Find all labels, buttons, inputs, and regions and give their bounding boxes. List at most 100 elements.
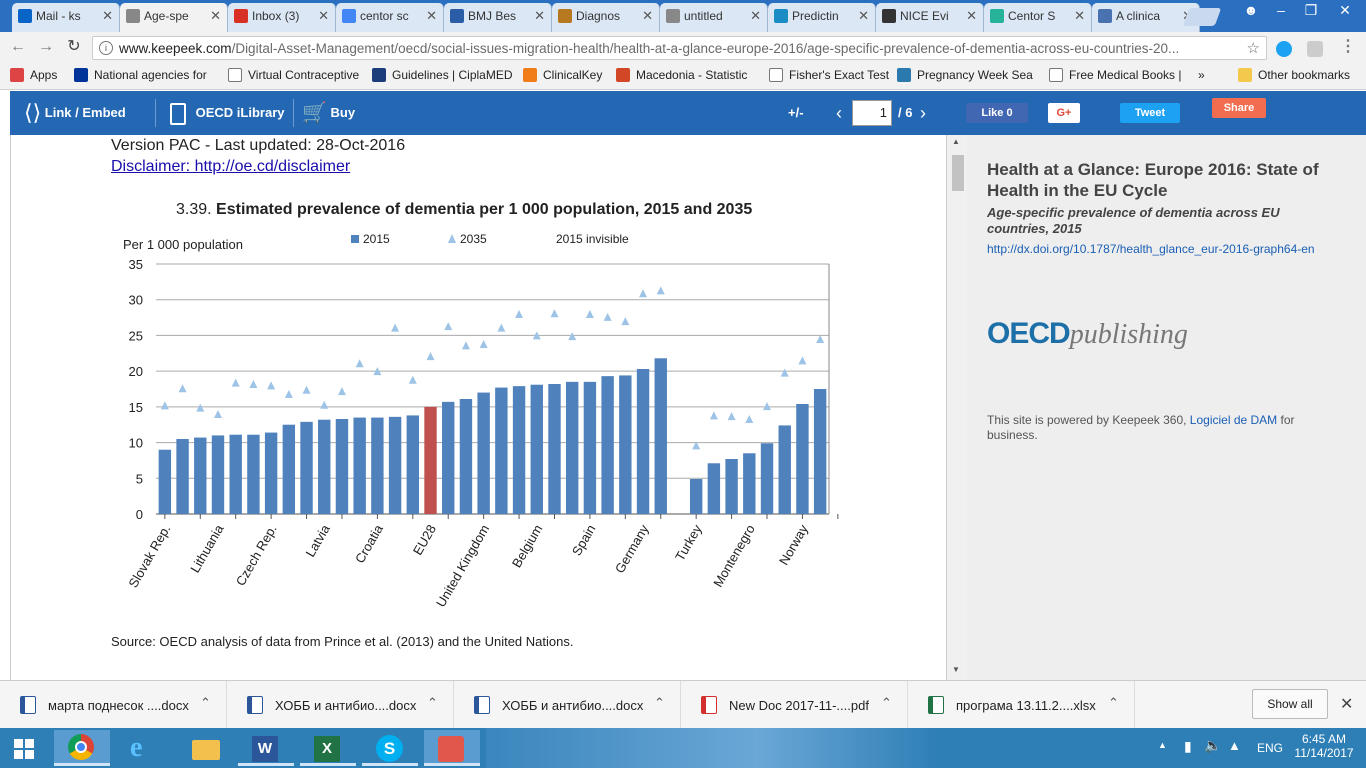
scroll-up-icon[interactable]: ▲	[952, 137, 960, 146]
back-icon[interactable]: ←	[10, 38, 26, 55]
close-tab-icon[interactable]: ✕	[750, 8, 761, 23]
extension-icon[interactable]	[1307, 41, 1323, 57]
browser-tab[interactable]: Centor S ✕	[984, 3, 1092, 32]
network-icon[interactable]: ▲	[1228, 738, 1241, 753]
ie-taskbar-icon[interactable]: e	[130, 732, 143, 763]
close-tab-icon[interactable]: ✕	[534, 8, 545, 23]
menu-icon[interactable]: ⋮	[1340, 38, 1356, 55]
bookmark-item[interactable]: Fisher's Exact Test	[769, 68, 889, 82]
dam-link[interactable]: Logiciel de DAM	[1189, 413, 1278, 427]
excel-icon	[928, 696, 944, 714]
close-tab-icon[interactable]: ✕	[858, 8, 869, 23]
battery-icon[interactable]: ▮	[1184, 738, 1192, 754]
close-tab-icon[interactable]: ✕	[642, 8, 653, 23]
bookmarks-overflow[interactable]: »	[1198, 68, 1205, 82]
bookmark-item[interactable]: National agencies for	[74, 68, 207, 82]
close-tab-icon[interactable]: ✕	[966, 8, 977, 23]
chevron-up-icon[interactable]: ⌃	[427, 695, 438, 710]
browser-tab[interactable]: BMJ Bes ✕	[444, 3, 552, 32]
other-bookmarks[interactable]: Other bookmarks	[1238, 68, 1350, 82]
disclaimer-link[interactable]: Disclaimer: http://oe.cd/disclaimer	[111, 158, 351, 175]
url-host: www.keepeek.com	[119, 41, 232, 56]
google-plus-button[interactable]: G+	[1048, 103, 1080, 123]
browser-tab[interactable]: Mail - ks ✕	[12, 3, 120, 32]
close-tab-icon[interactable]: ✕	[1074, 8, 1085, 23]
chrome-taskbar-icon[interactable]	[54, 730, 110, 766]
info-icon[interactable]: i	[99, 41, 113, 55]
bar-2015	[211, 435, 225, 514]
doi-link[interactable]: http://dx.doi.org/10.1787/health_glance_…	[987, 242, 1315, 256]
vertical-scrollbar[interactable]: ▲ ▼	[947, 135, 967, 680]
bookmark-item[interactable]: Free Medical Books |	[1049, 68, 1182, 82]
file-explorer-taskbar-icon[interactable]	[178, 730, 234, 766]
oecd-ilibrary-button[interactable]: OECD iLibrary	[170, 91, 284, 135]
chevron-up-icon[interactable]: ⌃	[1108, 695, 1119, 710]
new-tab-button[interactable]	[1182, 8, 1222, 26]
bookmark-item[interactable]: Guidelines | CiplaMED	[372, 68, 513, 82]
browser-tab[interactable]: NICE Evi ✕	[876, 3, 984, 32]
close-window-icon[interactable]: ✕	[1339, 2, 1351, 18]
minimize-icon[interactable]: –	[1277, 2, 1285, 18]
buy-button[interactable]: 🛒 Buy	[302, 91, 355, 135]
skype-taskbar-icon[interactable]: S	[362, 730, 418, 766]
forward-icon[interactable]: →	[38, 38, 54, 55]
bookmark-item[interactable]: ClinicalKey	[523, 68, 602, 82]
language-indicator[interactable]: ENG	[1257, 741, 1284, 755]
address-bar[interactable]: i www.keepeek.com/Digital-Asset-Manageme…	[92, 36, 1267, 60]
browser-tab[interactable]: untitled ✕	[660, 3, 768, 32]
marker-2035	[656, 286, 665, 295]
start-button[interactable]	[6, 730, 42, 766]
close-downloads-icon[interactable]: ✕	[1340, 696, 1354, 713]
clock[interactable]: 6:45 AM 11/14/2017	[1294, 732, 1354, 760]
prev-page-icon[interactable]: ‹	[836, 103, 842, 123]
word-taskbar-icon[interactable]: W	[238, 730, 294, 766]
url-text[interactable]: www.keepeek.com/Digital-Asset-Management…	[119, 41, 1239, 56]
bookmark-item[interactable]: Pregnancy Week Sea	[897, 68, 1033, 82]
bookmarks-bar: Apps National agencies for Virtual Contrac…	[0, 62, 1366, 90]
browser-tab[interactable]: Predictin ✕	[768, 3, 876, 32]
share-button[interactable]: Share	[1212, 98, 1266, 118]
show-all-button[interactable]: Show all	[1252, 689, 1328, 719]
chevron-up-icon[interactable]: ⌃	[881, 695, 892, 710]
skype-extension-icon[interactable]	[1276, 41, 1292, 57]
scroll-down-icon[interactable]: ▼	[952, 665, 960, 674]
reload-icon[interactable]: ↻	[67, 38, 81, 55]
profile-icon[interactable]: ☻	[1243, 2, 1259, 18]
bookmark-label: Pregnancy Week Sea	[917, 68, 1033, 82]
bookmark-item[interactable]: Macedonia - Statistic	[616, 68, 747, 82]
tweet-button[interactable]: Tweet	[1120, 103, 1180, 123]
next-page-icon[interactable]: ›	[920, 103, 926, 123]
scroll-thumb[interactable]	[952, 155, 964, 191]
close-tab-icon[interactable]: ✕	[102, 8, 113, 23]
bookmark-item[interactable]: Apps	[10, 68, 57, 82]
download-item[interactable]: ХОББ и антибио....docx ⌃	[454, 681, 681, 729]
facebook-like-button[interactable]: Like 0	[966, 103, 1028, 123]
excel-taskbar-icon[interactable]: X	[300, 730, 356, 766]
toolbar-divider	[293, 99, 294, 127]
volume-icon[interactable]: 🔈	[1204, 737, 1222, 753]
close-tab-icon[interactable]: ✕	[210, 8, 221, 23]
download-item[interactable]: програма 13.11.2....xlsx ⌃	[908, 681, 1135, 729]
x-category-label: Latvia	[303, 521, 334, 559]
tray-expand-icon[interactable]: ▲	[1158, 740, 1167, 750]
download-item[interactable]: New Doc 2017-11-....pdf ⌃	[681, 681, 908, 729]
page-number-input[interactable]: 1	[852, 100, 892, 126]
browser-tab[interactable]: A clinica✕	[1092, 3, 1200, 32]
bar-2015	[424, 406, 437, 514]
bookmark-star-icon[interactable]: ☆	[1246, 40, 1260, 57]
browser-tab[interactable]: Diagnos ✕	[552, 3, 660, 32]
close-tab-icon[interactable]: ✕	[426, 8, 437, 23]
link-embed-button[interactable]: ⟨⟩ Link / Embed	[24, 91, 126, 135]
download-item[interactable]: марта поднесок ....docx ⌃	[0, 681, 227, 729]
browser-tab[interactable]: Inbox (3) ✕	[228, 3, 336, 32]
browser-tab[interactable]: centor sc ✕	[336, 3, 444, 32]
close-tab-icon[interactable]: ✕	[318, 8, 329, 23]
chevron-up-icon[interactable]: ⌃	[654, 695, 665, 710]
browser-tab[interactable]: Age-spe ✕	[120, 3, 228, 32]
download-item[interactable]: ХОББ и антибио....docx ⌃	[227, 681, 454, 729]
zoom-button[interactable]: +/-	[788, 105, 804, 120]
chevron-up-icon[interactable]: ⌃	[200, 695, 211, 710]
pdf-app-taskbar-icon[interactable]	[424, 730, 480, 766]
maximize-icon[interactable]: ❐	[1304, 2, 1318, 18]
bookmark-item[interactable]: Virtual Contraceptive	[228, 68, 359, 82]
